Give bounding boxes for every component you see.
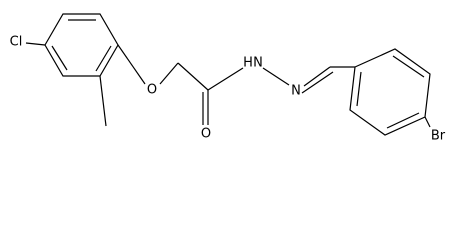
atom-label: H [243, 56, 253, 71]
atom-label: O [201, 127, 211, 142]
bond [262, 67, 290, 86]
double-bond [392, 55, 425, 78]
double-bond [95, 45, 112, 72]
bond [177, 62, 209, 91]
double-bond [386, 112, 420, 129]
bond [424, 116, 431, 128]
bonds [25, 13, 431, 136]
double-bond [51, 45, 68, 71]
benzene-ring [349, 48, 431, 136]
bond [159, 62, 179, 85]
imine-bond [301, 71, 334, 94]
atom-label: N [291, 84, 301, 99]
atom-label: O [147, 83, 157, 98]
bond [25, 42, 46, 46]
double-bond [356, 71, 362, 107]
benzene-ring [44, 13, 119, 77]
atom-label: N [253, 56, 263, 71]
atom-label: Br [431, 129, 446, 144]
molecule-diagram: Cl O O H N N Br [10, 13, 446, 144]
bond [207, 67, 244, 91]
atom-label: Cl [10, 35, 23, 50]
bond [117, 44, 146, 85]
imine-bond [303, 66, 331, 87]
page: Cl O O H N N Br (() => { const data = JS… [9, 13, 446, 144]
methyl-bond [99, 75, 107, 127]
